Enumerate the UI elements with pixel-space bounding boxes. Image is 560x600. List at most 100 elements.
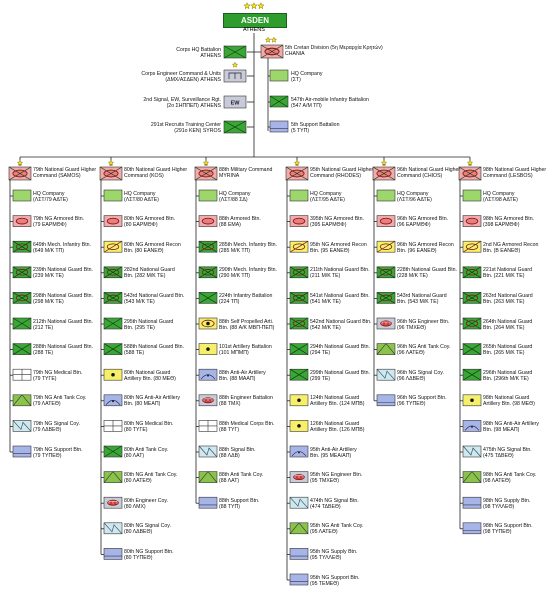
- unit-label-line: 263rd National Guard: [483, 292, 533, 299]
- unit-label-line: 88th Engineer Battalion: [219, 395, 273, 402]
- unit-label-line: Btn. (80 ΜΕΑΠ): [124, 401, 161, 408]
- unit-symbol: [289, 317, 309, 330]
- unit-label: 124th National Guard Artillery Btn. (124 …: [310, 395, 364, 407]
- left-unit-symbol: [223, 120, 247, 134]
- command-label-line: MYRINA: [219, 173, 240, 179]
- unit-label-line: 542nd National Guard Btn.: [310, 318, 372, 325]
- unit-label-line: (288 ΤΕ): [33, 350, 54, 357]
- unit-symbol: [289, 189, 309, 202]
- unit-label-line: (475 ΤΔΒΕΘ): [483, 452, 514, 459]
- unit-symbol: [376, 343, 396, 355]
- unit-symbol: [103, 266, 123, 279]
- unit-label: 541st National Guard Btn. (541 Μ/Κ ΤΕ): [310, 293, 370, 305]
- command-label: 95th National Guard Higher Command (RHODE…: [310, 167, 373, 179]
- unit-label: 542nd National Guard Btn. (542 Μ/Κ ΤΕ): [310, 319, 371, 331]
- unit-label-line: (95 ΤΜΧΕΘ): [310, 478, 340, 485]
- unit-symbol: [462, 266, 482, 279]
- unit-label-line: 88th Anti-Air Artillery: [219, 369, 266, 376]
- unit-label-line: 80th NG Support Btn.: [124, 548, 174, 555]
- unit-label-line: 221st National Guard: [483, 267, 533, 274]
- unit-label-line: 475th NG Signal Btn.: [483, 446, 532, 453]
- unit-label-line: 124th National Guard: [310, 395, 360, 402]
- left-unit-label: 2nd Signal, EW, Surveillance Rgt. (2ο ΣΗΠ…: [143, 97, 221, 109]
- unit-symbol: [376, 368, 396, 381]
- unit-label-line: 224th Infantry Battalion: [219, 292, 273, 299]
- unit-symbol: [12, 292, 32, 304]
- unit-label-line: Btn. (88 Α/Κ ΜΒΠ-ΠΕΠ): [219, 324, 275, 331]
- unit-label-line: 2nd NG Armored Recon: [483, 241, 539, 248]
- unit-label: 296th National Guard Btn. (296th Μ/Κ ΤΕ): [483, 370, 532, 382]
- unit-symbol: [376, 292, 396, 304]
- crete-division-label-line: 5th Cretan Division (5η Μεραρχία Κρητών): [285, 45, 383, 51]
- unit-symbol: [289, 266, 309, 279]
- unit-label-line: 95th NG Engineer Btn.: [310, 472, 363, 479]
- unit-label-line: 98th National Guard: [483, 395, 530, 402]
- unit-label-line: HQ Company: [310, 190, 342, 197]
- unit-label-line: 80th NG Armored Btn.: [124, 216, 176, 223]
- unit-label-line: 285th Mech. Infantry Btn.: [219, 241, 277, 248]
- unit-label: 88th Anti-Air Artillery Btn. (88 ΜΑΑΠ): [219, 370, 266, 382]
- unit-label-line: (79 ΛΔΒΕΘ): [33, 426, 62, 433]
- unit-label: 474th NG Signal Btn. (474 ΤΔΒΕΘ): [310, 498, 359, 510]
- left-unit-label-line: 291st Recruits Training Center: [150, 122, 221, 128]
- unit-symbol: [198, 343, 218, 355]
- command-label-line: Command (CHIOS): [397, 173, 443, 179]
- unit-label-line: 98th NG Supply Btn.: [483, 497, 531, 504]
- unit-symbol: [376, 266, 396, 279]
- unit-label-line: (ΛΣΤ/95 ΑΔΤΕ): [310, 196, 345, 203]
- unit-label: 95th NG Support Btn. (95 ΤΕΜΕΘ): [310, 575, 360, 587]
- unit-label: 543rd National Guard Btn. (543 Μ/Κ ΤΕ): [397, 293, 447, 305]
- unit-symbol: [12, 343, 32, 355]
- left-unit-label-line: (ΔΜΧ/ΑΣΔΕΝ) ATHENS: [165, 77, 221, 83]
- unit-label: 395th NG Armored Btn. (395 ΕΑΡΜΘΦ): [310, 216, 364, 228]
- crete-unit-label-line: 5th Support Battalion: [291, 122, 340, 128]
- unit-label: HQ Company (ΛΣΤ/95 ΑΔΤΕ): [310, 191, 345, 203]
- unit-label-line: 288th National Guard Btn.: [33, 344, 93, 351]
- unit-label-line: 88th Support Btn.: [219, 497, 260, 504]
- unit-label-line: 98th NG Armored Btn.: [483, 216, 535, 223]
- unit-label-line: (ΛΣΤ/98 ΑΔΤΕ): [483, 196, 518, 203]
- unit-label-line: (398 ΕΑΡΜΘΦ): [483, 222, 520, 229]
- unit-label-line: (211 Μ/Κ ΤΕ): [310, 273, 341, 280]
- unit-label: 79th NG Medical Btn. (79 ΤΥΓΕ): [33, 370, 82, 382]
- unit-label-line: (ΛΣΤ/96 ΑΔΤΕ): [397, 196, 432, 203]
- unit-symbol: [462, 394, 482, 407]
- unit-symbol: [289, 573, 309, 586]
- unit-label-line: (88 ΤΜΧ): [219, 401, 241, 408]
- unit-label-line: 474th NG Signal Btn.: [310, 497, 359, 504]
- unit-symbol: [462, 240, 482, 253]
- unit-symbol: [103, 548, 123, 560]
- unit-symbol: [103, 317, 123, 330]
- unit-label: 96th NG Signal Coy. (96 ΛΔΒΕΘ): [397, 370, 444, 382]
- rank-star-icon: [466, 159, 474, 166]
- unit-label: 98th NG Supply Btn. (98 ΤΥΛΛΕΘ): [483, 498, 530, 510]
- unit-label-line: (541 Μ/Κ ΤΕ): [310, 298, 341, 305]
- unit-label-line: 296th National Guard: [483, 369, 533, 376]
- unit-label-line: Btn. (296th Μ/Κ ΤΕ): [483, 375, 529, 382]
- unit-label-line: 80th NG Armored Recon: [124, 241, 181, 248]
- unit-label-line: Btn. (96 ΕΑΝΕΘ): [397, 247, 437, 254]
- crete-division-label-line: CHANIA: [285, 51, 305, 57]
- unit-symbol: [198, 368, 218, 381]
- unit-symbol: [12, 394, 32, 407]
- unit-label-line: 88th Armored Btn.: [219, 216, 261, 223]
- unit-label-line: Btn. (95 ΜΕΑ/ΑΠ): [310, 452, 352, 459]
- rank-star-icon: [250, 1, 258, 10]
- unit-label: 98th National Guard Artillery Btn. (98 ΜΕ…: [483, 395, 535, 407]
- unit-label: 80th National Guard Artillery Btn. (80 ΜΕ…: [124, 370, 176, 382]
- top-command-name: ASDEN: [223, 13, 287, 28]
- unit-label-line: Btn. (265 Μ/Κ ΤΕ): [483, 350, 525, 357]
- unit-label-line: Btn. (264 Μ/Κ ΤΕ): [483, 324, 525, 331]
- crete-unit-label-line: (5 ΤΥΠ): [291, 128, 310, 134]
- unit-label: 88th Signal Btn. (88 ΛΔΒ): [219, 447, 256, 459]
- left-unit-label-line: (2ο ΣΗΠΠΕΠ) ATHENS: [166, 103, 221, 109]
- unit-symbol: [12, 240, 32, 253]
- command-label: 80th National Guard Higher Command (KOS): [124, 167, 187, 179]
- command-label-line: 96th National Guard Higher: [397, 167, 461, 173]
- unit-label-line: 212th National Guard Btn.: [33, 318, 93, 325]
- unit-label-line: HQ Company: [397, 190, 429, 197]
- unit-label-line: 96th NG Signal Coy.: [397, 369, 444, 376]
- unit-label: 95th NG Supply Btn. (95 ΤΥΛΛΕΘ): [310, 549, 357, 561]
- unit-label: 88th Medical Corps Btn. (88 ΤΥΓ): [219, 421, 274, 433]
- unit-label: 211th National Guard Btn. (211 Μ/Κ ΤΕ): [310, 267, 370, 279]
